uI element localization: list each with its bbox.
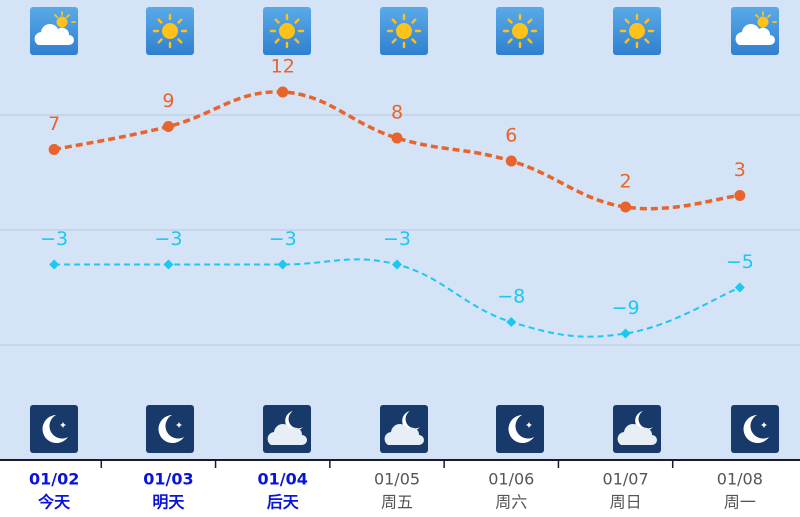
- value-label: −3: [383, 228, 411, 250]
- weather-icon: [30, 7, 78, 55]
- x-sublabel: 后天: [267, 493, 300, 512]
- x-sublabel: 今天: [37, 493, 71, 512]
- value-label: 8: [391, 102, 403, 124]
- point: [49, 259, 60, 270]
- weather-icon: [380, 405, 428, 453]
- point: [391, 132, 403, 144]
- value-label: −5: [726, 251, 754, 273]
- value-label: 6: [505, 125, 517, 147]
- value-label: 2: [620, 171, 632, 193]
- weather-icon: [731, 405, 779, 453]
- value-label: −3: [40, 228, 68, 250]
- point: [277, 86, 289, 98]
- x-sublabel: 周五: [381, 493, 413, 512]
- weather-icon: [613, 405, 661, 453]
- x-tick-label: 01/05: [374, 470, 420, 489]
- value-label: 3: [734, 159, 746, 181]
- point: [163, 259, 174, 270]
- point: [505, 155, 517, 167]
- point: [277, 259, 288, 270]
- x-sublabel: 明天: [152, 493, 185, 512]
- point: [620, 201, 632, 213]
- value-label: 12: [271, 56, 295, 78]
- x-sublabel: 周日: [610, 493, 642, 512]
- point: [162, 121, 174, 132]
- axis-background: [0, 460, 800, 517]
- weather-icon: [30, 405, 78, 453]
- x-tick-label: 01/08: [717, 470, 763, 489]
- value-label: 7: [48, 113, 60, 135]
- weather-icon: [380, 7, 428, 55]
- point: [620, 328, 631, 339]
- value-label: −3: [154, 228, 182, 250]
- x-tick-label: 01/07: [603, 470, 649, 489]
- weather-icon: [146, 405, 194, 453]
- x-tick-label: 01/03: [143, 470, 193, 489]
- weather-icon: [731, 7, 779, 55]
- x-tick-label: 01/06: [488, 470, 534, 489]
- point: [734, 282, 745, 293]
- weather-icon: [146, 7, 194, 55]
- weather-icon: [613, 7, 661, 55]
- point: [506, 317, 517, 327]
- point: [48, 144, 60, 155]
- x-sublabel: 周一: [724, 493, 756, 512]
- point: [734, 190, 746, 201]
- value-label: −9: [612, 297, 640, 319]
- weather-icon: [496, 7, 544, 55]
- value-label: −3: [269, 228, 297, 250]
- value-label: 9: [162, 90, 174, 112]
- value-label: −8: [497, 286, 525, 308]
- weather-icon: [263, 405, 311, 453]
- weather-icon: [496, 405, 544, 453]
- x-sublabel: 周六: [495, 493, 527, 512]
- x-tick-label: 01/02: [29, 470, 79, 489]
- weather-icon: [263, 7, 311, 55]
- point: [392, 259, 402, 270]
- x-tick-label: 01/04: [258, 470, 308, 489]
